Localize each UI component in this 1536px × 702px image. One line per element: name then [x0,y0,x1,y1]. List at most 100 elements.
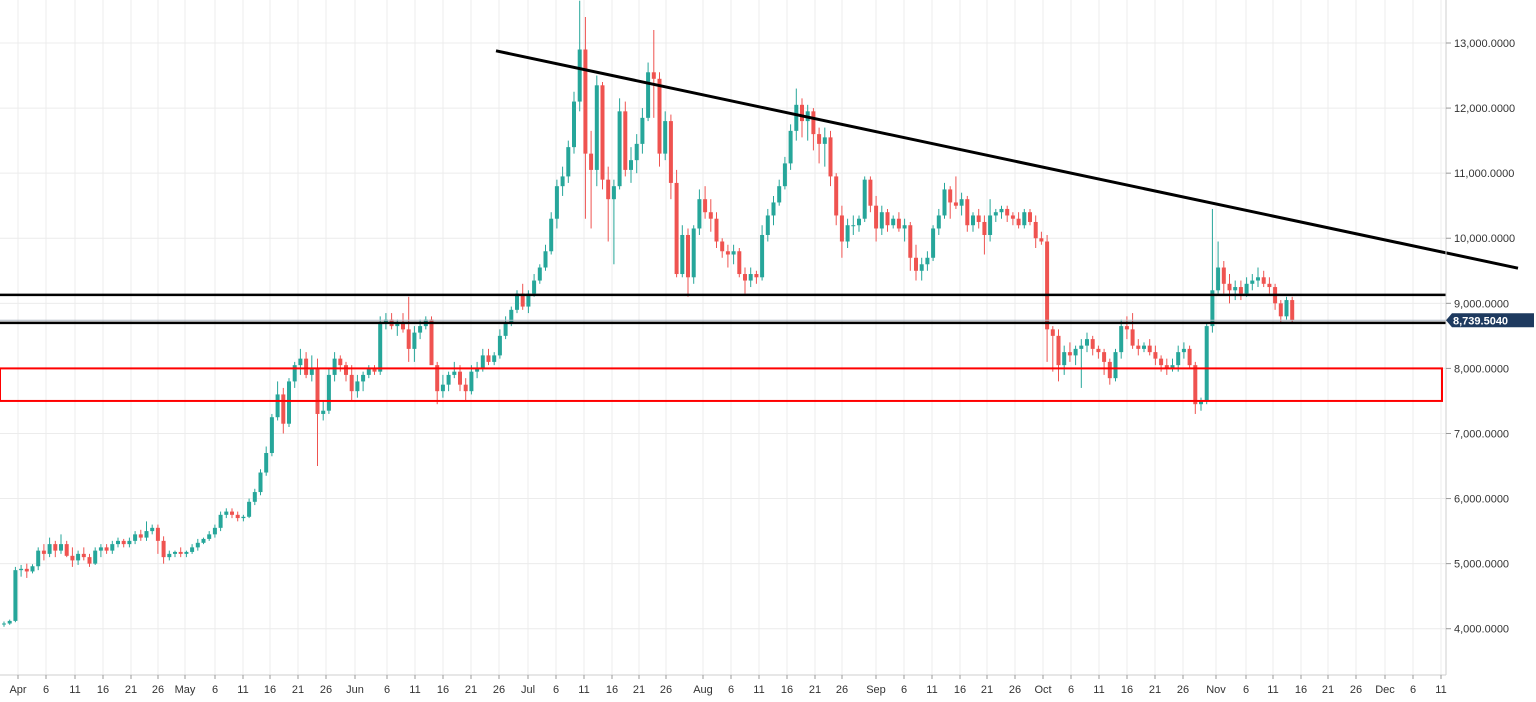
x-tick-label: 11 [69,684,80,696]
candle [583,16,588,219]
candle-body [708,212,713,219]
x-tick-label: 11 [409,684,420,696]
candle [811,108,816,151]
x-tick-label: 26 [320,684,332,696]
y-tick-label: 5,000.0000 [1454,559,1509,571]
candle [247,498,252,519]
candle-body [287,381,291,424]
candle [1164,358,1169,375]
candle [725,244,730,268]
candle-body [1278,303,1283,317]
candle [440,374,445,398]
candle-body [7,620,12,624]
candle [104,544,109,554]
candle-body [355,381,360,392]
candle [30,564,35,574]
candle [1221,261,1226,294]
candle [344,361,348,382]
candle [617,98,622,190]
candle [1199,397,1203,411]
x-tick-label: 16 [1295,684,1307,696]
candle [378,316,383,375]
candle [731,244,736,265]
candle [868,176,873,213]
candle-body [497,335,502,356]
candle-body [361,374,366,382]
candle [64,540,69,558]
candle-body [617,111,622,187]
candle-body [976,215,981,222]
candle [765,208,770,242]
candle-body [891,218,896,226]
candle-body [1028,212,1032,222]
candle [1244,277,1249,297]
candle [24,563,29,578]
candle-body [549,218,554,252]
candle [1028,208,1032,226]
candle [919,257,924,281]
candle-body [1010,215,1015,219]
candle-body [526,293,531,307]
candle [839,205,844,258]
candle-body [691,228,696,278]
candle-body [999,208,1004,213]
candle [1216,241,1221,294]
candle-body [446,374,451,385]
candle-body [298,358,303,366]
candle [993,208,998,222]
candle [663,111,668,161]
candle [971,212,975,232]
candle [743,267,747,294]
candle [47,537,52,558]
candle-body [606,179,611,200]
candle [178,547,183,558]
candle-body [195,542,200,548]
candle-body [1233,287,1238,291]
candle [1090,335,1095,356]
candle [606,166,611,242]
candle [224,508,229,519]
candle-body [543,251,548,268]
x-tick-label: Sep [866,684,886,696]
candle-body [1290,300,1295,321]
candle-body [1204,326,1209,401]
x-tick-label: 6 [553,684,559,696]
y-tick-label: 13,000.0000 [1454,38,1515,50]
candle-body [2,623,6,625]
candle-body [1147,345,1152,353]
candle [686,228,690,297]
candle [497,329,502,359]
candle-body [81,553,86,558]
candle-body [224,511,229,515]
candle-body [965,199,970,226]
candle [361,371,366,392]
candle [1153,345,1158,366]
candle [1181,342,1186,359]
candle [173,550,177,558]
candle [902,218,907,242]
candle-body [47,544,52,554]
candle [708,199,713,232]
candle [59,534,63,554]
x-tick-label: 26 [152,684,164,696]
candle-body [1005,208,1010,216]
candle-body [640,117,645,144]
candle [349,365,354,401]
candle [1227,274,1232,304]
x-tick-label: 6 [212,684,218,696]
candle [1107,358,1112,385]
candle [1267,277,1272,294]
candle [817,127,822,164]
candle [549,212,554,255]
x-tick-label: May [175,684,196,696]
candle [879,205,884,235]
candle-body [845,225,850,242]
candle [1204,322,1209,405]
candle [98,544,103,558]
x-tick-label: Aug [693,684,713,696]
candle [845,218,850,249]
candle [1193,361,1198,414]
candle-body [435,365,440,392]
x-tick-label: 6 [1243,684,1249,696]
